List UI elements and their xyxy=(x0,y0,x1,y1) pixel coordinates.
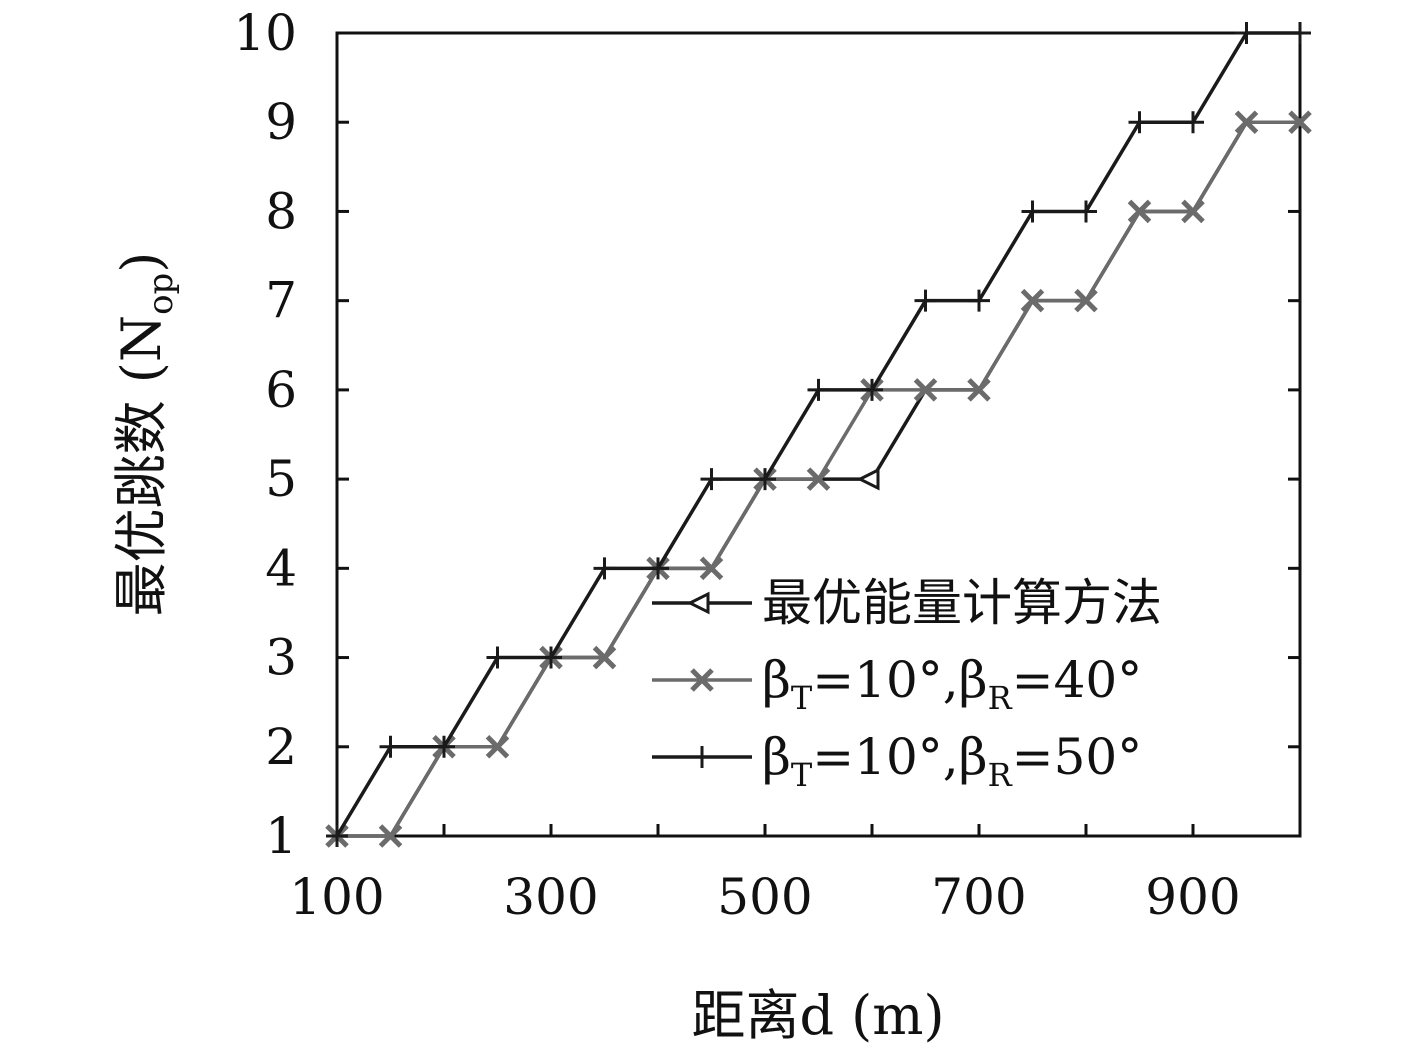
series-3-point xyxy=(968,289,990,312)
legend-label: βT=10°,βR=40° xyxy=(762,651,1142,717)
y-axis-title-group: 最优跳数 (Nop) xyxy=(110,252,181,617)
series-2-point xyxy=(806,467,831,491)
y-tick-label: 4 xyxy=(265,539,297,597)
series-2-point xyxy=(485,735,510,759)
series-3-point xyxy=(1075,200,1097,223)
series-layer xyxy=(325,22,1312,848)
series-3-point xyxy=(754,468,776,491)
series-2-point xyxy=(1020,288,1045,313)
y-axis-title: 最优跳数 (Nop) xyxy=(110,252,181,617)
series-3-point xyxy=(807,378,830,401)
series-2-point xyxy=(1074,288,1098,313)
y-tick-label: 1 xyxy=(265,807,297,865)
series-2-point xyxy=(1127,199,1152,224)
y-axis-title-main: 最优跳数 (N xyxy=(110,315,173,616)
series-3-point xyxy=(379,735,402,758)
series-2-point xyxy=(699,556,724,581)
legend-label-sub: R xyxy=(988,756,1013,794)
x-tick-label: 100 xyxy=(289,868,384,926)
legend-swatch-marker xyxy=(691,746,713,768)
series-3-point xyxy=(1182,111,1204,134)
plot-frame xyxy=(335,31,1302,838)
x-tick-label: 700 xyxy=(931,868,1026,926)
y-tick-label: 3 xyxy=(265,629,297,687)
series-3-point xyxy=(1235,22,1258,44)
legend-label-part: =10°,β xyxy=(812,651,987,709)
series-3-point xyxy=(433,735,455,758)
y-axis-title-sub: op xyxy=(141,273,181,315)
series-2-point xyxy=(1181,199,1205,224)
x-tick-label: 500 xyxy=(717,868,812,926)
x-axis-title: 距离d (m) xyxy=(691,984,944,1047)
legend-label-part: 最优能量计算方法 xyxy=(762,574,1162,632)
series-3-point xyxy=(914,289,937,312)
y-tick-label: 5 xyxy=(265,450,297,508)
series-3-point xyxy=(1021,200,1044,223)
legend-label-sub: R xyxy=(988,679,1013,717)
legend-label-part: =10°,β xyxy=(812,728,987,786)
series-2-point xyxy=(592,645,617,670)
legend-item-3: βT=10°,βR=50° xyxy=(652,728,1142,794)
y-tick-label: 7 xyxy=(265,272,297,330)
y-tick-label: 2 xyxy=(265,718,297,776)
series-3-point xyxy=(700,468,723,491)
series-3-point xyxy=(326,825,348,847)
series-2-point xyxy=(913,378,938,402)
series-2-point xyxy=(1288,110,1312,134)
series-2-point xyxy=(378,824,403,848)
ticks-layer: 100 300 500 700 900 1 2 3 4 5 6 7 8 9 10 xyxy=(233,4,1302,926)
legend-item-1: 最优能量计算方法 xyxy=(652,574,1162,632)
legend-label-part: β xyxy=(762,651,791,709)
legend-label-part: =50° xyxy=(1012,728,1143,786)
y-tick-label: 8 xyxy=(265,182,297,240)
series-3-point xyxy=(647,557,669,580)
y-axis-title-end: ) xyxy=(110,252,173,273)
legend-label: βT=10°,βR=50° xyxy=(762,728,1142,794)
series-3-point xyxy=(486,646,509,669)
series-3-point xyxy=(540,646,562,669)
legend-label-sub: T xyxy=(791,756,813,794)
legend-swatch-marker xyxy=(686,591,710,615)
series-2-point xyxy=(1234,110,1259,134)
series-3-point xyxy=(861,378,883,401)
legend-item-2: βT=10°,βR=40° xyxy=(652,651,1142,717)
series-3-point xyxy=(1289,22,1311,44)
legend-label-part: =40° xyxy=(1012,651,1143,709)
series-3-point xyxy=(593,557,616,580)
legend-label: 最优能量计算方法 xyxy=(762,574,1162,632)
y-tick-label: 9 xyxy=(265,93,297,151)
series-3-line xyxy=(335,31,1300,837)
y-tick-label: 6 xyxy=(265,361,297,419)
legend-swatch-marker xyxy=(690,668,714,692)
legend-label-sub: T xyxy=(791,679,813,717)
legend-label-part: β xyxy=(762,728,791,786)
x-tick-label: 900 xyxy=(1145,868,1240,926)
y-tick-label: 10 xyxy=(233,4,297,62)
series-2-point xyxy=(967,378,991,402)
x-tick-label: 300 xyxy=(503,868,598,926)
series-3-point xyxy=(1128,111,1151,134)
series-1-point xyxy=(856,467,880,491)
series-3 xyxy=(326,22,1311,847)
